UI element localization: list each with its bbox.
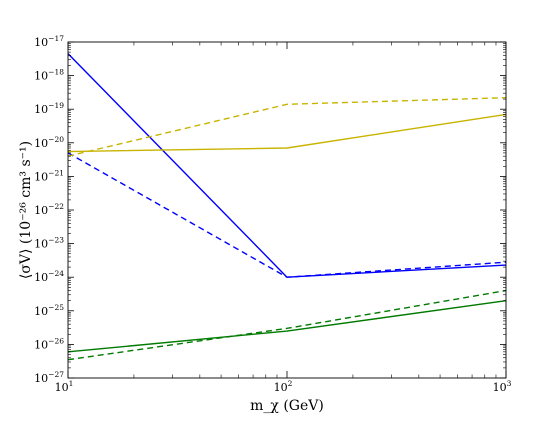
y-tick-label: 10−25 [34, 303, 64, 318]
series-line-0 [67, 53, 507, 278]
y-tick-label: 10−20 [34, 135, 64, 150]
y-tick-label: 10−24 [34, 269, 64, 284]
y-tick-label: 10−22 [34, 202, 64, 217]
plot-frame [67, 41, 507, 379]
x-tick-label: 102 [274, 379, 293, 394]
y-tick-label: 10−21 [34, 168, 64, 183]
y-tick-label: 10−19 [34, 101, 64, 116]
y-tick-label: 10−18 [34, 68, 64, 83]
y-tick-label: 10−23 [34, 236, 64, 251]
y-axis-label: ⟨σV⟩ (10⁻²⁶ cm³ s⁻¹) [18, 141, 34, 279]
y-tick-label: 10−27 [34, 370, 64, 385]
series-line-2 [67, 113, 507, 153]
series-line-3 [67, 96, 507, 157]
y-tick-label: 10−26 [34, 336, 64, 351]
x-axis-label: m_χ (GeV) [250, 398, 324, 414]
series-line-4 [67, 299, 507, 353]
tick-layer: 10−27 10−26 10−25 10−24 10−23 10−22 10−21 10−20… [34, 34, 511, 394]
label-layer: m_χ (GeV) ⟨σV⟩ (10⁻²⁶ cm³ s⁻¹) [18, 141, 324, 414]
series-layer [67, 53, 507, 361]
series-line-1 [67, 152, 507, 278]
series-line-5 [67, 289, 507, 361]
x-tick-label: 101 [55, 379, 74, 394]
x-tick-label: 103 [493, 379, 512, 394]
y-tick-label: 10−17 [34, 34, 64, 49]
